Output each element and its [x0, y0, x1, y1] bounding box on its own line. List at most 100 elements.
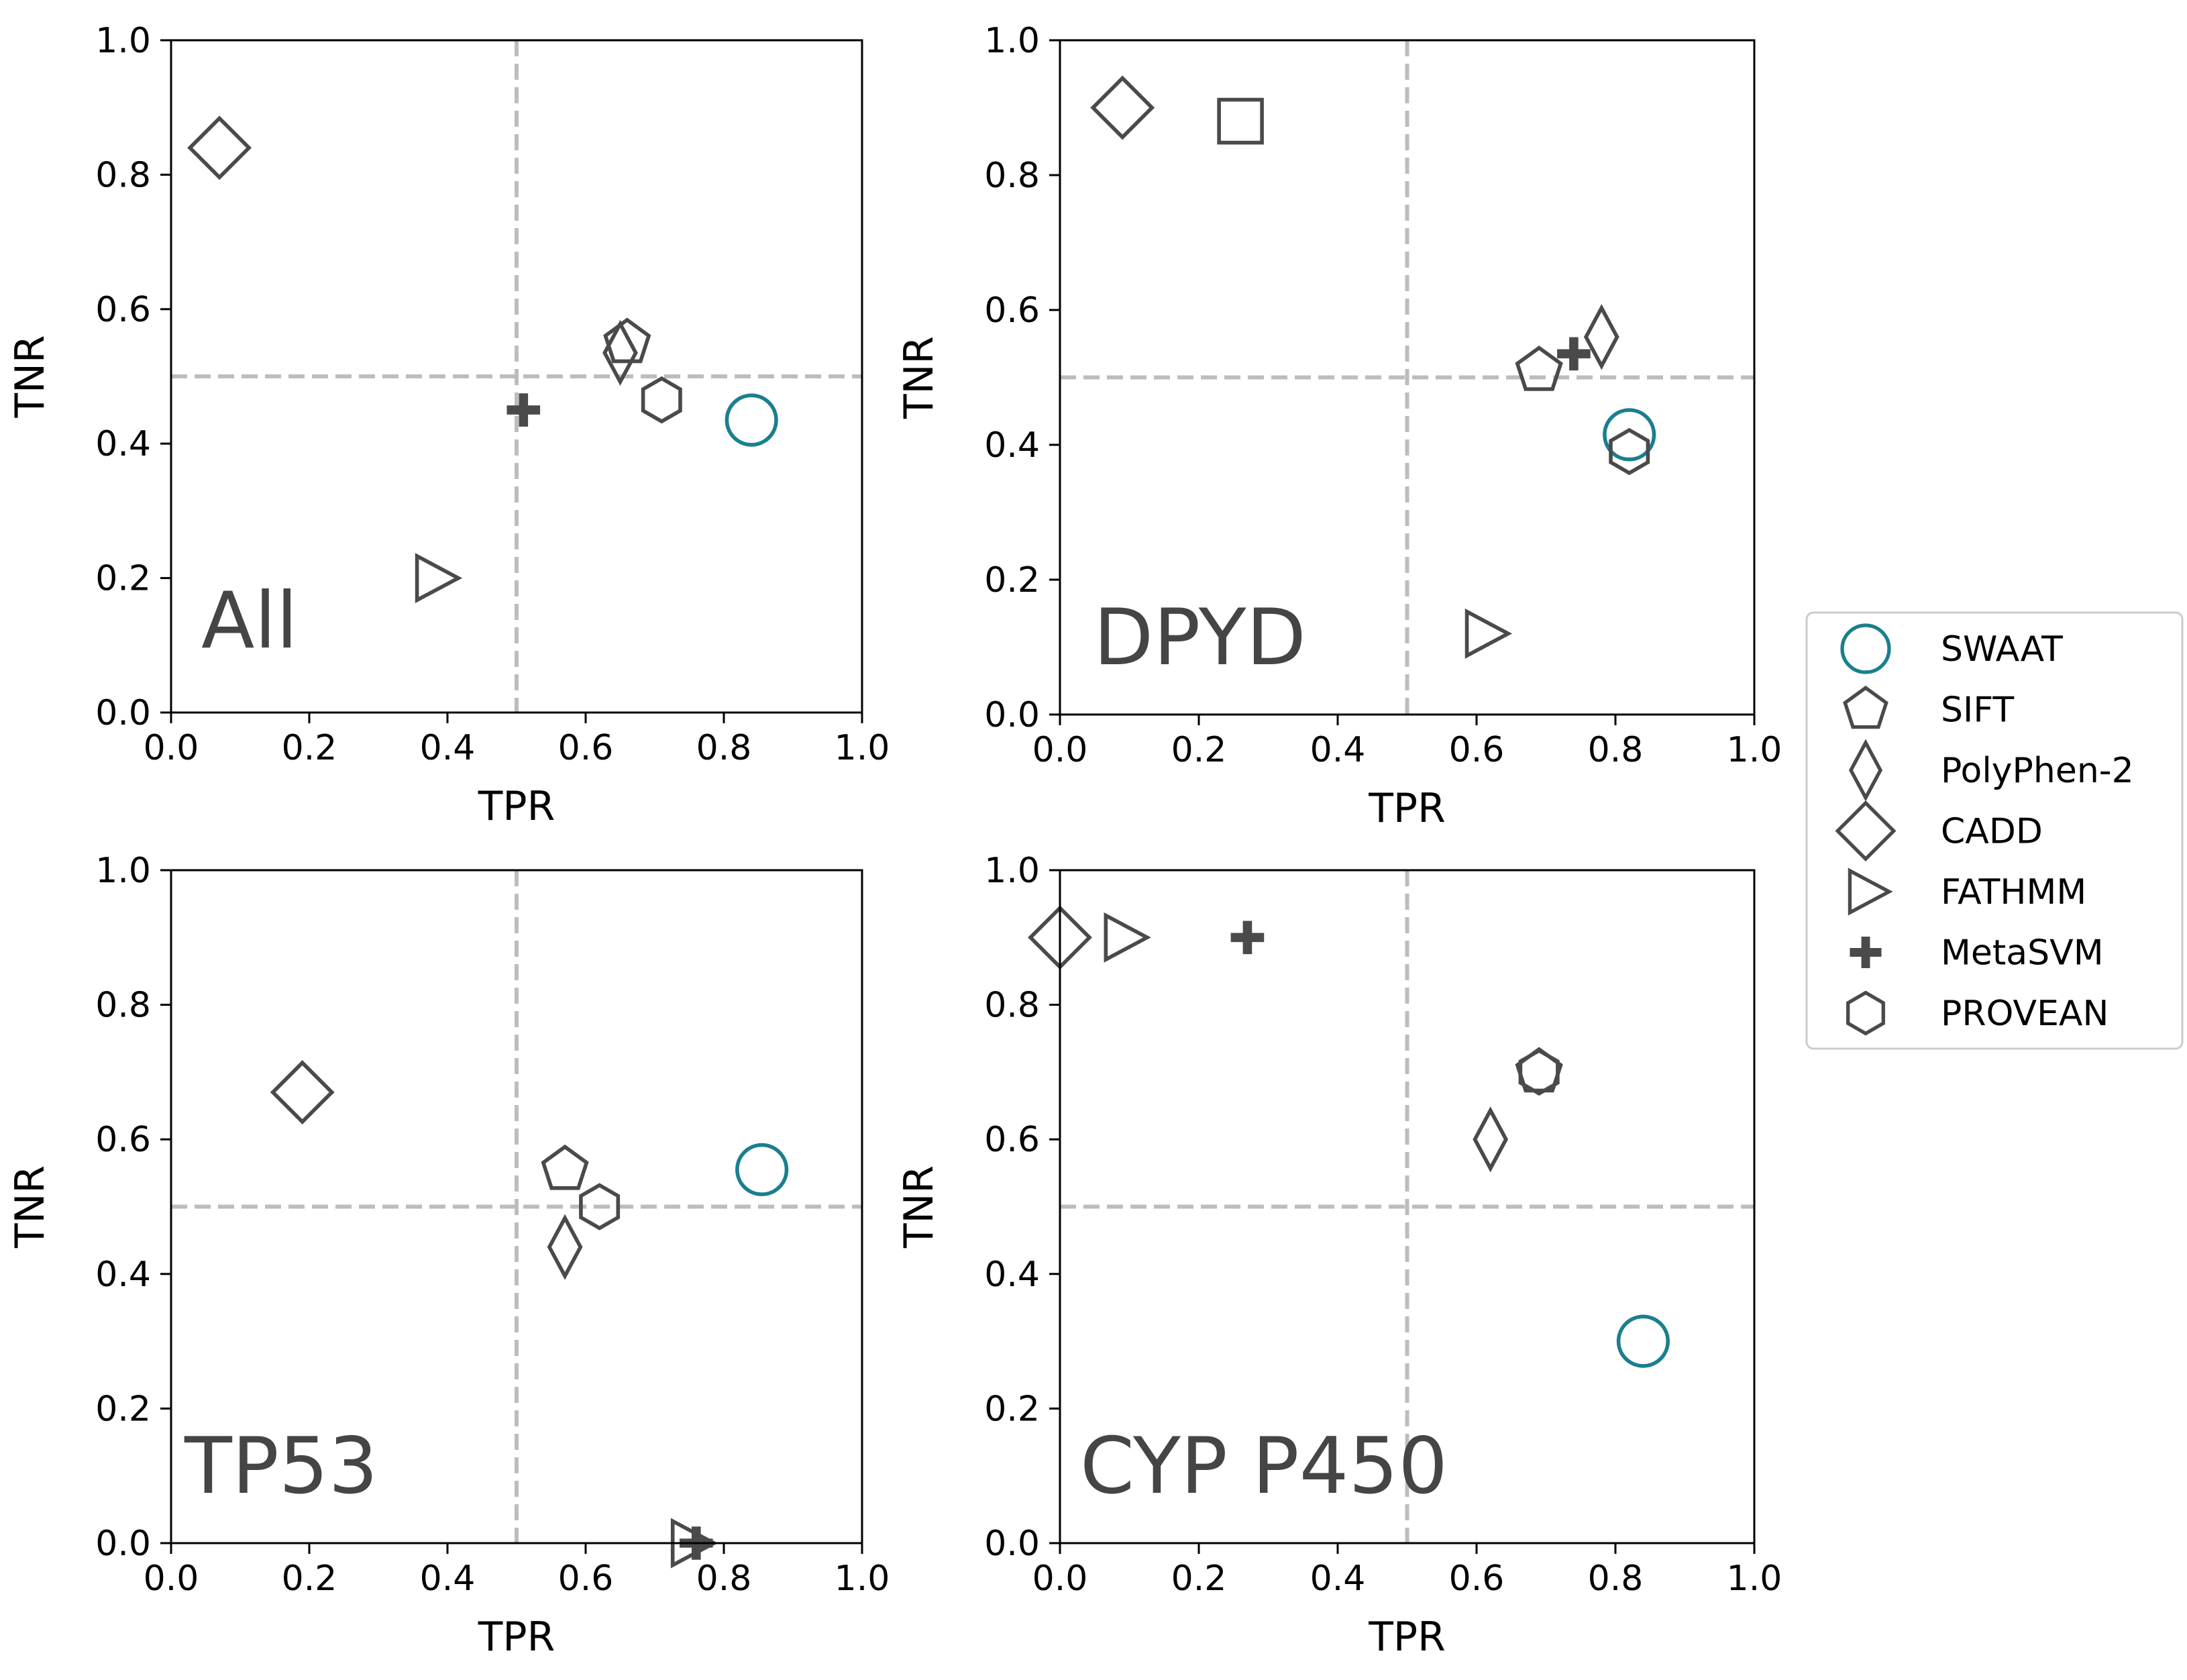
data-point-provean: [641, 376, 682, 424]
panels: All0.00.00.20.20.40.40.60.60.80.81.01.0T…: [7, 21, 1782, 1661]
y-tick-label: 1.0: [95, 21, 151, 61]
legend-box: [1805, 611, 2184, 1050]
data-point-polyphen-2: [1583, 304, 1619, 370]
y-tick-label: 0.0: [95, 693, 151, 733]
data-point-polyphen-2: [1473, 1106, 1509, 1173]
y-tick-label: 0.2: [95, 559, 151, 599]
data-point-fathmm: [415, 553, 463, 604]
panel-dpyd: DPYD 0.00.0 0.2 0.2 0.4 0.4 0.6 0.6 0.8 0.8 1.0 1.0…: [896, 21, 1782, 832]
legend: SWAAT SIFT PolyPhen-2 CADD FATHMM MetaSVM PROV…: [1805, 611, 2184, 1050]
data-point-cadd: [187, 115, 252, 180]
x-tick-label: 0.6: [558, 728, 614, 768]
y-tick-label: 0.0: [984, 695, 1040, 735]
legend-label-fathmm: FATHMM: [1941, 872, 2086, 912]
y-tick-label: 0.6: [95, 1120, 151, 1160]
x-tick-label: 0.0: [144, 1559, 199, 1599]
y-axis-label: TNR: [896, 336, 943, 419]
panel-cyp-p450: CYP P450 0.00.0 0.2 0.2 0.4 0.4 0.6 0.6 0.8 0.8 1.…: [896, 851, 1782, 1661]
x-axis-label: TPR: [1368, 785, 1446, 832]
y-tick-label: 1.0: [95, 851, 151, 891]
y-tick-label: 0.4: [984, 1255, 1040, 1295]
y-tick-label: 0.8: [984, 156, 1040, 196]
axes-frame: [1059, 39, 1756, 716]
x-tick-label: 1.0: [1727, 1559, 1782, 1599]
x-tick-label: 0.0: [1032, 1559, 1088, 1599]
legend-pentagon-icon: [1843, 685, 1888, 729]
y-tick-label: 0.2: [95, 1389, 151, 1429]
panel-label: TP53: [184, 1421, 378, 1512]
legend-label-provean: PROVEAN: [1941, 994, 2109, 1034]
y-tick-label: 0.8: [984, 986, 1040, 1026]
x-axis-label: TPR: [1368, 1614, 1446, 1661]
panel-label: DPYD: [1094, 592, 1306, 683]
y-tick-label: 1.0: [984, 851, 1040, 891]
legend-label-cadd: CADD: [1941, 812, 2043, 852]
x-tick-label: 0.4: [420, 728, 476, 768]
y-tick-label: 0.0: [984, 1524, 1040, 1564]
x-tick-label: 0.8: [1588, 1559, 1644, 1599]
y-tick-label: 0.6: [984, 291, 1040, 331]
x-tick-label: 0.8: [696, 728, 752, 768]
data-point-metasvm: [1230, 921, 1265, 955]
x-tick-label: 0.8: [1588, 730, 1644, 770]
y-tick-label: 0.8: [95, 155, 151, 195]
data-point-polyphen-2: [602, 319, 638, 386]
x-tick-label: 0.2: [1171, 730, 1227, 770]
data-point-cadd: [270, 1060, 335, 1124]
legend-hexagon-icon: [1846, 990, 1885, 1036]
x-tick-label: 0.6: [1449, 1559, 1505, 1599]
y-tick-label: 0.6: [95, 290, 151, 330]
x-tick-label: 0.6: [1449, 730, 1505, 770]
y-tick-label: 0.0: [95, 1524, 151, 1564]
data-point-sift: [603, 317, 651, 364]
legend-label-swaat: SWAAT: [1941, 629, 2063, 670]
data-point-provean: [579, 1183, 621, 1230]
y-axis-label: TNR: [7, 335, 54, 418]
legend-triangle-right-icon: [1848, 868, 1893, 916]
data-point-cadd: [1090, 75, 1155, 140]
x-tick-label: 0.4: [1310, 1559, 1366, 1599]
data-point-swaat: [1603, 408, 1656, 462]
data-point-fathmm: [1464, 608, 1513, 659]
legend-label-sift: SIFT: [1941, 690, 2014, 731]
axes-frame: [170, 39, 863, 714]
data-point-provean: [1518, 1048, 1560, 1096]
data-point-unlabeled-square: [1217, 97, 1264, 145]
data-point-polyphen-2: [547, 1214, 583, 1280]
x-tick-label: 1.0: [1727, 730, 1782, 770]
legend-circle-icon: [1840, 623, 1891, 674]
data-point-swaat: [725, 393, 778, 447]
data-point-metasvm: [1557, 337, 1591, 371]
axes-frame: [170, 869, 863, 1544]
axes-frame: [1059, 869, 1756, 1544]
data-point-swaat: [735, 1143, 789, 1196]
x-axis-label: TPR: [478, 783, 555, 830]
x-tick-label: 0.0: [1032, 730, 1088, 770]
y-tick-label: 0.4: [95, 1255, 151, 1295]
y-axis-label: TNR: [7, 1165, 54, 1249]
y-tick-label: 0.2: [984, 560, 1040, 600]
y-axis-label: TNR: [896, 1165, 943, 1249]
legend-thin-diamond-icon: [1848, 739, 1883, 802]
x-tick-label: 0.4: [1310, 730, 1366, 770]
data-point-sift: [541, 1144, 589, 1190]
y-tick-label: 0.2: [984, 1389, 1040, 1429]
data-point-provean: [1609, 427, 1650, 476]
data-point-metasvm: [506, 393, 541, 427]
x-tick-label: 0.2: [282, 728, 337, 768]
legend-label-metasvm: MetaSVM: [1941, 933, 2104, 974]
legend-diamond-icon: [1835, 800, 1897, 862]
legend-label-polyphen2: PolyPhen-2: [1941, 751, 2134, 791]
panel-tp53: TP53 0.00.0 0.2 0.2 0.4 0.4 0.6 0.6 0.8 0.8 1.0 1.0…: [7, 851, 890, 1661]
data-point-sift: [1515, 346, 1563, 391]
legend-plus-icon: [1850, 936, 1882, 969]
x-tick-label: 1.0: [835, 728, 890, 768]
x-axis-label: TPR: [478, 1614, 555, 1661]
data-point-fathmm: [1104, 912, 1151, 963]
y-tick-label: 0.4: [95, 424, 151, 464]
x-tick-label: 0.6: [558, 1559, 614, 1599]
y-tick-label: 0.8: [95, 986, 151, 1026]
x-tick-label: 1.0: [835, 1559, 890, 1599]
y-tick-label: 0.4: [984, 425, 1040, 466]
